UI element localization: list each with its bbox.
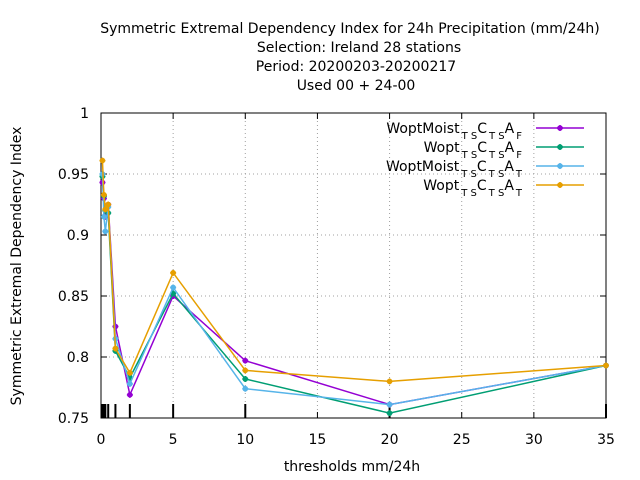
legend-entry: WoptMoist T SC T SA T [386, 159, 584, 180]
legend-entry: WoptMoist T SC T SA F [386, 121, 584, 142]
x-axis-label: thresholds mm/24h [284, 459, 420, 475]
series-1-point [242, 375, 249, 382]
title-line-4: Used 00 + 24-00 [297, 78, 416, 94]
series-3-point [126, 369, 133, 376]
series-0-point [242, 357, 249, 364]
series-2-point [126, 380, 133, 387]
series-0-point [126, 391, 133, 398]
x-tick-label: 5 [169, 432, 178, 448]
legend-entry: Wopt T SC T SA T [423, 178, 584, 199]
plot-frame [100, 112, 607, 419]
y-tick-label: 0.9 [67, 228, 89, 244]
x-axis-ticks: 0 5 10 15 20 25 30 35 [97, 113, 615, 448]
y-axis-ticks: 0.75 0.8 0.85 0.9 0.95 1 [58, 106, 606, 427]
title-line-3: Period: 20200203-20200217 [256, 59, 456, 75]
series-3-point [102, 206, 109, 213]
series-3-point [603, 362, 609, 369]
legend-label: Wopt T SC T SA F [424, 140, 523, 161]
chart-title: Symmetric Extremal Dependency Index for … [100, 21, 600, 94]
legend-entry: Wopt T SC T SA F [424, 140, 584, 161]
y-axis-label: Symmetric Extremal Dependency Index [9, 127, 25, 406]
series-1-point [557, 144, 563, 150]
series-3-point [557, 182, 563, 188]
series-2-point [242, 385, 249, 392]
series-3-point [105, 201, 112, 208]
series-0-point [557, 125, 563, 131]
x-tick-label: 25 [453, 432, 471, 448]
series-3-point [242, 367, 249, 374]
series-2-line [101, 173, 607, 406]
x-tick-label: 15 [309, 432, 327, 448]
grid-lines [101, 113, 606, 418]
y-tick-label: 0.8 [67, 350, 89, 366]
series-3-line [101, 160, 607, 383]
title-line-1: Symmetric Extremal Dependency Index for … [100, 21, 600, 37]
series-3-point [100, 191, 107, 198]
x-tick-label: 0 [97, 432, 106, 448]
series-3-point [99, 157, 106, 164]
data-series [99, 157, 609, 417]
legend-label: WoptMoist T SC T SA F [386, 121, 522, 142]
x-tick-label: 10 [236, 432, 254, 448]
series-2-point [386, 401, 393, 408]
series-2-point [100, 213, 107, 220]
series-3-point [386, 378, 393, 385]
series-2-point [102, 228, 109, 235]
legend-label: Wopt T SC T SA T [423, 178, 523, 199]
series-2-point [557, 163, 563, 169]
y-tick-label: 0.85 [58, 289, 89, 305]
x-tick-label: 35 [597, 432, 615, 448]
threshold-marks [101, 404, 607, 418]
series-3-point [170, 269, 177, 276]
series-3-point [112, 345, 119, 352]
series-2-point [170, 284, 177, 291]
title-line-2: Selection: Ireland 28 stations [257, 40, 461, 56]
legend-label: WoptMoist T SC T SA T [386, 159, 523, 180]
y-tick-label: 0.75 [58, 411, 89, 427]
y-tick-label: 1 [80, 106, 89, 122]
x-tick-label: 30 [525, 432, 543, 448]
y-tick-label: 0.95 [58, 167, 89, 183]
series-1-point [386, 410, 393, 417]
x-tick-label: 20 [381, 432, 399, 448]
